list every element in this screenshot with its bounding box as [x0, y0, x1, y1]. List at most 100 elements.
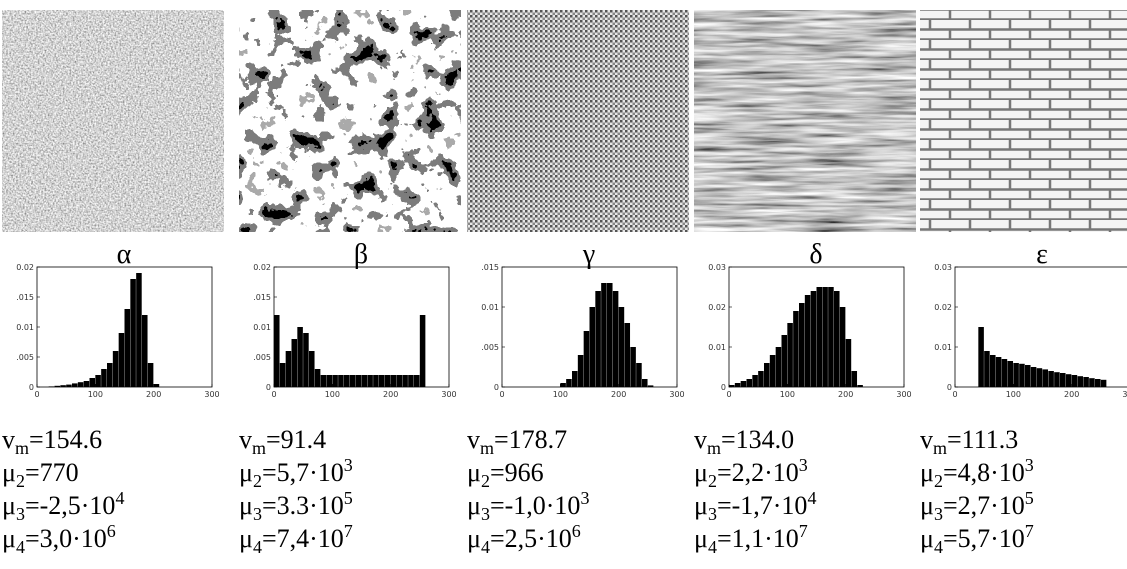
stat-subscript: 3: [934, 504, 943, 524]
y-tick-label: 0.02: [708, 303, 726, 312]
histogram-bar: [1095, 379, 1101, 387]
histogram-bar: [297, 327, 303, 387]
histogram-bar: [729, 385, 735, 387]
histogram-bar: [344, 375, 350, 387]
y-tick-label: .015: [253, 293, 271, 302]
panel-title: δ: [809, 239, 822, 270]
y-tick-label: 0.02: [253, 263, 271, 272]
stat-value: =5,7·10: [943, 524, 1025, 553]
histogram-bar: [77, 382, 84, 387]
x-tick-label: 100: [1006, 390, 1021, 399]
stat-value: =-1,0·10: [490, 491, 580, 520]
histogram-bar: [752, 375, 758, 387]
stat-subscript: 2: [708, 471, 717, 491]
x-tick-label: 300: [204, 390, 219, 399]
stat-subscript: 2: [16, 471, 25, 491]
stat-symbol: v: [467, 425, 480, 454]
stat-subscript: 2: [253, 471, 262, 491]
statistic: μ4=2,5·106: [467, 521, 581, 557]
stat-symbol: μ: [694, 491, 708, 520]
statistic: μ4=1,1·107: [694, 521, 808, 557]
stat-symbol: μ: [920, 524, 934, 553]
histogram-bar: [367, 375, 373, 387]
histogram-bar: [95, 375, 101, 387]
statistic: μ3=2,7·105: [920, 488, 1034, 524]
histogram-bar: [624, 323, 631, 387]
histogram-bar: [309, 351, 315, 387]
histogram-bar: [361, 375, 368, 387]
statistic: μ4=5,7·107: [920, 521, 1034, 557]
stat-symbol: μ: [467, 491, 481, 520]
stat-subscript: 4: [16, 537, 25, 557]
stat-symbol: v: [694, 425, 707, 454]
histogram-bar: [799, 303, 805, 387]
histogram-bar: [279, 363, 286, 387]
histogram-bar: [740, 381, 747, 387]
stat-value: =4,8·10: [943, 458, 1025, 487]
y-tick-label: 0.01: [253, 323, 271, 332]
stat-exponent: 7: [344, 521, 353, 541]
histogram-bar: [48, 386, 55, 387]
x-tick-label: 200: [1064, 390, 1079, 399]
histogram-bar: [60, 385, 66, 387]
histogram-bar: [845, 339, 852, 387]
y-tick-label: 0.02: [16, 263, 34, 272]
stat-value: =5,7·10: [262, 458, 344, 487]
stat-exponent: 6: [572, 521, 581, 541]
x-tick-label: 200: [611, 390, 626, 399]
stat-subscript: 4: [253, 537, 262, 557]
histogram-bar: [390, 375, 397, 387]
histogram-bar: [355, 375, 362, 387]
texture-image: [239, 10, 461, 232]
histogram-bar: [1025, 365, 1031, 387]
stat-value: =111.3: [947, 425, 1018, 454]
stat-subscript: 3: [481, 504, 490, 524]
stat-exponent: 3: [580, 488, 589, 508]
histogram-bar: [764, 363, 770, 387]
histogram-bar: [147, 363, 154, 387]
histogram-bar: [303, 333, 309, 387]
histogram-bar: [978, 327, 984, 387]
x-tick-label: 0: [34, 390, 39, 399]
stat-exponent: 3: [799, 455, 808, 475]
stat-value: =-1,7·10: [717, 491, 807, 520]
panel-title: α: [117, 239, 132, 270]
histogram-bar: [1083, 377, 1089, 387]
y-tick-label: .015: [16, 293, 34, 302]
histogram-bar: [775, 347, 782, 387]
stat-subscript: m: [252, 438, 266, 458]
histogram-bar: [560, 383, 566, 387]
histogram-bar: [72, 383, 78, 387]
stat-exponent: 5: [1025, 488, 1034, 508]
x-tick-label: 200: [838, 390, 853, 399]
statistic: vm=134.0: [694, 425, 794, 458]
histogram-bar: [1019, 363, 1025, 387]
histogram-bar: [746, 379, 753, 387]
stat-symbol: μ: [239, 491, 253, 520]
stat-value: =1,1·10: [717, 524, 799, 553]
histogram-bar: [414, 375, 420, 387]
histogram-bar: [1030, 367, 1037, 387]
x-tick-label: 300: [441, 390, 456, 399]
histogram-bar: [607, 283, 613, 387]
histogram-bar: [408, 375, 414, 387]
histogram-bar: [130, 279, 136, 387]
stat-symbol: μ: [920, 458, 934, 487]
histogram-bar: [285, 351, 292, 387]
histogram-bar: [1048, 371, 1054, 387]
histogram-bar: [816, 287, 823, 387]
histogram-bar: [54, 385, 61, 387]
y-tick-label: 0.01: [481, 303, 499, 312]
stat-exponent: 5: [344, 488, 353, 508]
stat-value: =3,0·10: [25, 524, 107, 553]
histogram-bar: [101, 369, 107, 387]
stat-subscript: 3: [253, 504, 262, 524]
stat-subscript: m: [15, 438, 29, 458]
histogram-bar: [995, 357, 1002, 387]
histogram-bar: [828, 287, 834, 387]
statistic: μ3=-2,5·104: [2, 488, 124, 524]
stat-exponent: 3: [344, 455, 353, 475]
stat-exponent: 7: [1025, 521, 1034, 541]
y-tick-label: .005: [481, 343, 499, 352]
stat-symbol: v: [920, 425, 933, 454]
